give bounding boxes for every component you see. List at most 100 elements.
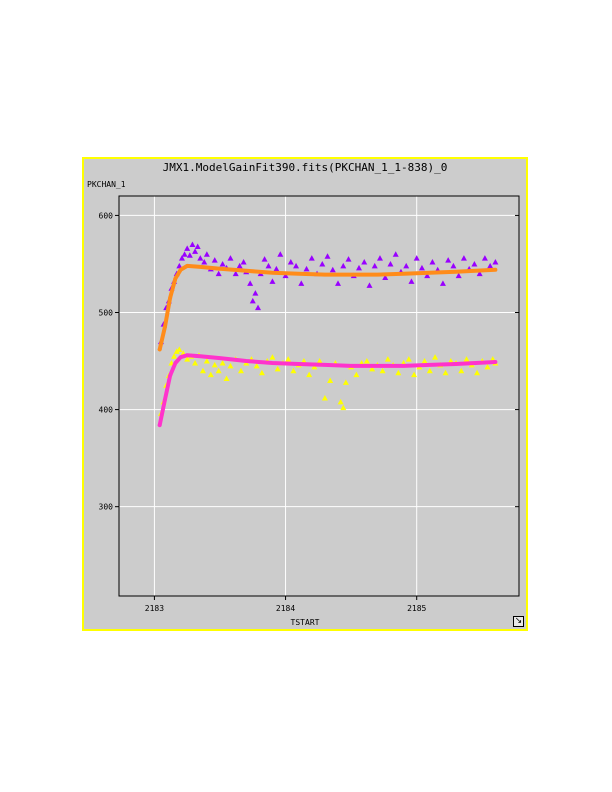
data-point [285, 356, 292, 362]
data-point [408, 278, 415, 284]
data-point [269, 278, 276, 284]
fit-marker [173, 276, 178, 281]
data-point [197, 255, 204, 261]
data-point [426, 367, 433, 374]
data-point [298, 280, 305, 286]
data-point [403, 262, 410, 269]
data-point [293, 262, 300, 269]
data-point [261, 256, 268, 262]
data-point [492, 259, 499, 265]
data-point [353, 371, 360, 378]
data-point [223, 375, 230, 382]
data-point [192, 359, 199, 366]
data-point [474, 369, 481, 376]
fit-marker [168, 295, 173, 300]
data-point [211, 361, 218, 368]
data-point [194, 243, 201, 249]
data-point [247, 280, 254, 286]
data-point [252, 290, 259, 296]
data-point [237, 367, 244, 374]
data-point [321, 394, 328, 401]
resize-icon[interactable]: ↘ [513, 616, 524, 627]
data-point [411, 371, 418, 378]
data-point [186, 252, 193, 258]
data-point [173, 348, 180, 354]
data-point [324, 253, 331, 259]
data-point [442, 369, 449, 376]
x-tick-label: 2185 [407, 604, 426, 613]
data-point [463, 356, 470, 362]
data-point [287, 259, 294, 265]
data-point [369, 365, 376, 372]
fit-marker [173, 360, 178, 365]
data-point [240, 259, 247, 265]
data-point [371, 262, 378, 269]
data-point [382, 274, 389, 281]
data-point [429, 259, 436, 265]
data-point [413, 255, 420, 261]
data-point [277, 251, 284, 257]
data-point [306, 371, 313, 378]
data-point [458, 367, 465, 374]
data-point [274, 365, 281, 372]
data-point [439, 280, 446, 286]
data-point [337, 398, 344, 405]
data-point [207, 371, 214, 378]
data-point [484, 363, 491, 370]
data-point [219, 260, 226, 267]
data-point [290, 367, 297, 374]
fit-marker [157, 423, 162, 428]
x-tick-label: 2184 [276, 604, 295, 613]
data-point [376, 255, 383, 261]
plot-window: JMX1.ModelGainFit390.fits(PKCHAN_1_1-838… [82, 157, 528, 631]
data-point [189, 241, 196, 248]
y-tick-label: 500 [99, 309, 114, 318]
data-point [432, 354, 439, 360]
data-point [184, 356, 191, 362]
data-point [455, 272, 462, 279]
data-point [203, 358, 210, 364]
data-point [273, 265, 280, 272]
data-point [340, 262, 347, 269]
y-axis-label: PKCHAN_1 [87, 180, 126, 189]
data-point [227, 255, 234, 261]
plot-area: 2183 2184 2185 300 400 500 600 [99, 195, 520, 613]
plot-border [118, 195, 520, 597]
data-point [192, 248, 199, 254]
data-point [236, 262, 243, 269]
data-point [424, 272, 431, 279]
data-point [471, 260, 478, 267]
data-point [178, 255, 185, 261]
fit-marker [157, 347, 162, 352]
data-point [201, 259, 208, 265]
data-point [316, 358, 323, 364]
fit-marker [162, 325, 167, 330]
data-point [258, 369, 265, 376]
data-point [282, 272, 289, 279]
data-point [335, 280, 342, 286]
data-point [308, 255, 315, 261]
data-point [215, 367, 222, 374]
data-point [269, 354, 276, 360]
data-point [481, 255, 488, 261]
data-point [476, 270, 483, 277]
data-point [418, 264, 425, 271]
data-point [384, 356, 391, 362]
data-point [171, 353, 178, 359]
x-axis-label: TSTART [290, 618, 320, 627]
data-point [203, 251, 210, 257]
data-point [227, 362, 234, 369]
data-point [181, 251, 188, 257]
data-point [445, 257, 452, 263]
data-point [361, 259, 368, 265]
data-point [232, 270, 239, 277]
data-point [487, 262, 494, 269]
data-point [340, 404, 347, 411]
plot-background [119, 196, 519, 596]
data-point [387, 260, 394, 267]
data-point [253, 362, 260, 369]
fit-marker [162, 397, 167, 402]
fit-marker [168, 373, 173, 378]
x-tick-label: 2183 [145, 604, 164, 613]
data-point [319, 260, 326, 267]
